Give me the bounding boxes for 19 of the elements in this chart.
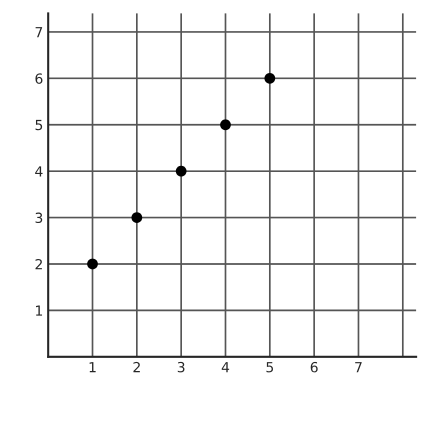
y-tick-label: 1 (36, 306, 42, 316)
y-tick-label: 3 (36, 212, 42, 224)
x-tick-label: 4 (222, 362, 230, 372)
point (131, 212, 142, 223)
x-tick-label: 1 (90, 362, 96, 372)
point (264, 72, 276, 84)
x-tick-label: 3 (178, 362, 184, 372)
y-tick-label: 6 (35, 73, 42, 84)
x-tick-label: 5 (266, 362, 274, 372)
point (176, 166, 187, 177)
y-tick-label: 7 (36, 27, 42, 38)
x-tick-label: 2 (133, 362, 140, 372)
x-tick-label: 6 (310, 362, 318, 372)
y-tick-label: 2 (36, 258, 42, 270)
point (220, 119, 231, 130)
y-tick-label: 5 (36, 120, 42, 130)
y-tick-label: 4 (35, 166, 43, 176)
point (87, 258, 98, 270)
x-tick-label: 7 (355, 362, 362, 372)
